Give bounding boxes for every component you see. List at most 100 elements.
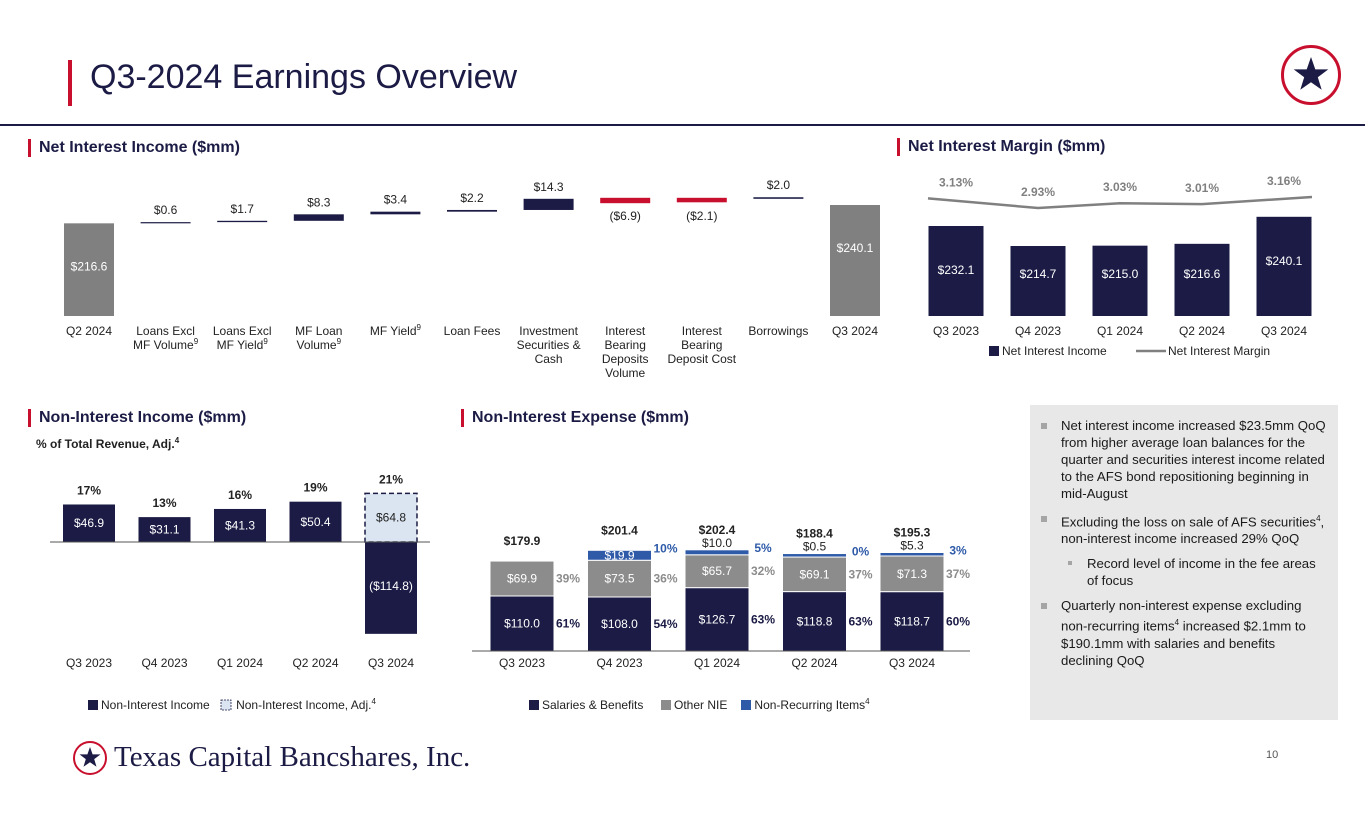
waterfall-delta-bar bbox=[293, 214, 344, 221]
waterfall-category-label: Volume bbox=[605, 366, 645, 380]
legend-swatch-salaries bbox=[529, 700, 539, 710]
nim-income-bar bbox=[1256, 216, 1312, 316]
nonii-pct-label: 16% bbox=[228, 488, 252, 502]
nim-category-label: Q1 2024 bbox=[1097, 324, 1143, 338]
nonii-bar bbox=[63, 504, 115, 542]
nie-bar-segment bbox=[684, 549, 750, 556]
nie-section-title: Non-Interest Expense ($mm) bbox=[461, 409, 689, 427]
nim-category-label: Q3 2023 bbox=[933, 324, 979, 338]
legend-label: Net Interest Income bbox=[1002, 344, 1107, 358]
nim-margin-label: 3.16% bbox=[1267, 174, 1301, 188]
waterfall-delta-label: $1.7 bbox=[231, 202, 255, 216]
waterfall-category-label: Deposits bbox=[602, 352, 649, 366]
nie-pct-label: 37% bbox=[946, 567, 970, 581]
star-icon bbox=[1293, 57, 1329, 90]
nonii-adj-bar bbox=[364, 492, 418, 543]
waterfall-total-label: $216.6 bbox=[71, 259, 108, 273]
note-item: Quarterly non-interest expense excluding… bbox=[1030, 597, 1338, 668]
nonii-pct-label: 21% bbox=[379, 472, 403, 486]
waterfall-total-bar bbox=[830, 205, 880, 316]
note-item: Net interest income increased $23.5mm Qo… bbox=[1030, 417, 1338, 502]
waterfall-category-label: Q3 2024 bbox=[832, 324, 878, 338]
star-icon bbox=[79, 747, 101, 767]
nonii-category-label: Q4 2023 bbox=[141, 656, 187, 670]
nie-bar-segment bbox=[879, 555, 945, 593]
nie-segment-label: $108.0 bbox=[601, 617, 638, 631]
legend-label: Net Interest Margin bbox=[1168, 344, 1270, 358]
nim-income-label: $215.0 bbox=[1102, 267, 1139, 281]
nie-segment-label: $118.7 bbox=[894, 614, 930, 628]
nim-income-label: $232.1 bbox=[938, 263, 975, 277]
waterfall-category-label: Loan Fees bbox=[444, 324, 501, 338]
waterfall-category-label: MF Yield9 bbox=[217, 337, 269, 352]
nim-income-bar bbox=[1010, 246, 1066, 316]
waterfall-delta-bar bbox=[523, 198, 574, 210]
legend-label: Non-Interest Income, Adj.4 bbox=[236, 697, 376, 712]
waterfall-delta-label: $8.3 bbox=[307, 195, 331, 209]
nim-income-label: $216.6 bbox=[1184, 267, 1221, 281]
nonii-bar-label: $31.1 bbox=[149, 523, 179, 537]
waterfall-total-bar bbox=[64, 223, 114, 316]
nie-segment-label: $19.9 bbox=[604, 548, 634, 562]
legend-label: Non-Interest Income bbox=[101, 698, 210, 712]
nie-total-label: $179.9 bbox=[504, 534, 541, 548]
waterfall-total-label: $240.1 bbox=[837, 241, 874, 255]
legend-swatch-nonii-adj bbox=[220, 699, 232, 711]
note-item: Excluding the loss on sale of AFS securi… bbox=[1030, 510, 1338, 547]
waterfall-delta-label: $0.6 bbox=[154, 203, 178, 217]
legend-label: Non-Recurring Items4 bbox=[754, 697, 870, 712]
nim-income-bar bbox=[928, 226, 984, 316]
nonii-category-label: Q3 2023 bbox=[66, 656, 112, 670]
brand-logo bbox=[1281, 45, 1341, 105]
nim-margin-line bbox=[927, 195, 1313, 210]
nie-total-label: $201.4 bbox=[601, 523, 638, 537]
waterfall-category-label: Loans Excl bbox=[136, 324, 195, 338]
nie-pct-label: 32% bbox=[751, 564, 775, 578]
waterfall-category-label: Volume9 bbox=[297, 337, 342, 352]
page-title: Q3-2024 Earnings Overview bbox=[90, 58, 518, 96]
nie-pct-label: 61% bbox=[556, 617, 580, 631]
nie-segment-label: $73.5 bbox=[604, 572, 634, 586]
nie-category-label: Q1 2024 bbox=[694, 656, 740, 670]
nim-category-label: Q3 2024 bbox=[1261, 324, 1307, 338]
nonii-section-title: Non-Interest Income ($mm) bbox=[28, 409, 246, 427]
nie-bar-segment bbox=[587, 549, 652, 561]
nie-segment-label: $126.7 bbox=[699, 612, 736, 626]
waterfall-delta-bar bbox=[676, 197, 727, 203]
nie-total-label: $188.4 bbox=[796, 527, 833, 541]
nie-bar-segment bbox=[782, 553, 847, 558]
waterfall-delta-label: $14.3 bbox=[534, 180, 564, 194]
note-text: Excluding the loss on sale of AFS securi… bbox=[1061, 514, 1317, 530]
waterfall-delta-bar bbox=[140, 222, 191, 224]
nonii-pct-label: 19% bbox=[303, 481, 327, 495]
bullet-icon bbox=[1041, 423, 1047, 429]
nie-bar-segment bbox=[684, 587, 750, 652]
nie-category-label: Q3 2023 bbox=[499, 656, 545, 670]
nonii-bar bbox=[214, 508, 266, 542]
nonii-adj-label: $64.8 bbox=[376, 511, 406, 525]
nie-category-label: Q4 2023 bbox=[596, 656, 642, 670]
nim-margin-label: 3.13% bbox=[939, 175, 973, 189]
nie-pct-label: 63% bbox=[751, 612, 775, 626]
nie-pct-label: 10% bbox=[653, 541, 677, 555]
waterfall-category-label: Q2 2024 bbox=[66, 324, 112, 338]
nonii-subtitle: % of Total Revenue, Adj.4 bbox=[36, 436, 180, 451]
note-subitem: Record level of income in the fee areas … bbox=[1030, 555, 1338, 589]
nii-section-title: Net Interest Income ($mm) bbox=[28, 139, 240, 157]
page-number: 10 bbox=[1266, 749, 1279, 761]
waterfall-category-label: Borrowings bbox=[748, 324, 808, 338]
nonii-bar-label: $50.4 bbox=[300, 515, 330, 529]
nonii-pct-label: 13% bbox=[152, 496, 176, 510]
waterfall-category-label: MF Volume9 bbox=[133, 337, 199, 352]
nim-category-label: Q4 2023 bbox=[1015, 324, 1061, 338]
waterfall-delta-label: $2.0 bbox=[767, 178, 791, 192]
waterfall-category-label: Loans Excl bbox=[213, 324, 272, 338]
nie-total-label: $195.3 bbox=[894, 526, 931, 540]
nonii-category-label: Q2 2024 bbox=[292, 656, 338, 670]
footer-logo bbox=[73, 741, 107, 775]
waterfall-delta-bar bbox=[753, 197, 804, 199]
waterfall-delta-bar bbox=[217, 220, 268, 223]
nie-pct-label: 54% bbox=[653, 617, 677, 631]
nie-segment-label: $0.5 bbox=[803, 540, 827, 554]
